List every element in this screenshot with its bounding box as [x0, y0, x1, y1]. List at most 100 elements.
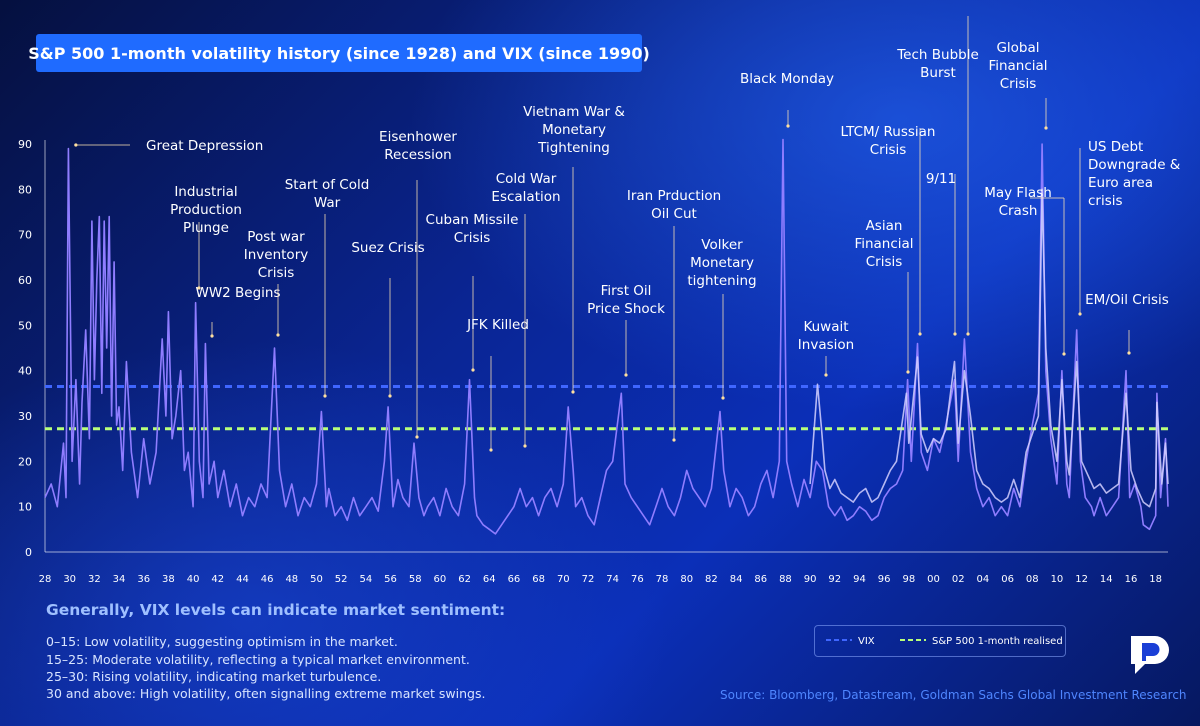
- annotation-marker: [323, 394, 327, 398]
- y-tick-label: 0: [25, 546, 32, 559]
- x-tick-label: 02: [952, 574, 965, 585]
- y-axis-ticks: 0 10 20 30 40 50 60 70 80 90: [18, 138, 32, 559]
- sentiment-item-low: 0–15: Low volatility, suggesting optimis…: [46, 634, 398, 649]
- annotation-marker: [571, 390, 575, 394]
- reference-lines: [45, 385, 1168, 431]
- x-tick-label: 74: [606, 574, 619, 585]
- annotation-label: Start of Cold War: [285, 177, 370, 211]
- annotation: Eisenhower Recession: [379, 129, 457, 439]
- annotation-label: LTCM/ Russian Crisis: [840, 124, 935, 158]
- x-tick-label: 16: [1125, 574, 1138, 585]
- x-tick-label: 10: [1051, 574, 1064, 585]
- vix-series-line: [809, 188, 1169, 508]
- chart-grid: [44, 140, 1168, 553]
- pepperstone-p-icon: [1131, 636, 1169, 674]
- annotation: Suez Crisis: [351, 240, 425, 398]
- y-tick-label: 30: [18, 410, 32, 423]
- annotation-marker: [197, 286, 201, 290]
- annotation: Global Financial Crisis: [988, 40, 1048, 130]
- x-tick-label: 86: [754, 574, 767, 585]
- event-annotations: Great Depression Industrial Production Plun…: [74, 16, 1181, 452]
- annotation: WW2 Begins: [195, 285, 281, 338]
- legend-box: [814, 625, 1066, 657]
- annotation-marker: [471, 368, 475, 372]
- x-tick-label: 42: [211, 574, 224, 585]
- x-tick-label: 92: [828, 574, 841, 585]
- x-tick-label: 52: [335, 574, 348, 585]
- x-tick-label: 64: [483, 574, 496, 585]
- annotation-label: Black Monday: [740, 71, 834, 87]
- annotation: LTCM/ Russian Crisis: [840, 124, 936, 336]
- x-tick-label: 58: [409, 574, 422, 585]
- x-tick-label: 88: [779, 574, 792, 585]
- sp500-series-line: [44, 138, 1169, 535]
- annotation-marker: [953, 332, 957, 336]
- x-tick-label: 30: [63, 574, 76, 585]
- annotation: May Flash Crash: [984, 185, 1066, 356]
- x-tick-label: 28: [39, 574, 52, 585]
- annotation-marker: [523, 444, 527, 448]
- annotation-label: May Flash Crash: [984, 185, 1052, 219]
- x-tick-label: 76: [631, 574, 644, 585]
- x-tick-label: 36: [137, 574, 150, 585]
- y-tick-label: 20: [18, 455, 32, 468]
- x-tick-label: 46: [261, 574, 274, 585]
- annotation-label: Tech Bubble Burst: [896, 47, 979, 81]
- annotation: Cold War Escalation: [491, 171, 561, 448]
- x-tick-label: 50: [310, 574, 323, 585]
- x-tick-label: 38: [162, 574, 175, 585]
- x-tick-label: 32: [88, 574, 101, 585]
- annotation: Black Monday: [740, 71, 834, 128]
- x-tick-label: 72: [582, 574, 595, 585]
- x-tick-label: 04: [977, 574, 990, 585]
- annotation-marker: [1127, 351, 1131, 355]
- x-tick-label: 94: [853, 574, 866, 585]
- x-tick-label: 40: [187, 574, 200, 585]
- x-tick-label: 70: [557, 574, 570, 585]
- x-tick-label: 82: [705, 574, 718, 585]
- series-lines: [44, 138, 1169, 535]
- x-tick-label: 78: [656, 574, 669, 585]
- annotation-marker: [210, 334, 214, 338]
- annotation: Asian Financial Crisis: [854, 218, 914, 374]
- y-tick-label: 40: [18, 365, 32, 378]
- y-tick-label: 80: [18, 183, 32, 196]
- x-tick-label: 48: [285, 574, 298, 585]
- annotation: JFK Killed: [466, 317, 529, 452]
- x-tick-label: 00: [927, 574, 940, 585]
- legend-vix-label: VIX: [858, 636, 875, 647]
- annotation-marker: [388, 394, 392, 398]
- sentiment-item-high: 30 and above: High volatility, often sig…: [46, 686, 486, 701]
- annotation: 9/11: [926, 171, 957, 336]
- annotation-marker: [74, 143, 78, 147]
- x-tick-label: 80: [680, 574, 693, 585]
- annotation-label: Cuban Missile Crisis: [426, 212, 519, 246]
- x-tick-label: 12: [1075, 574, 1088, 585]
- x-tick-label: 60: [434, 574, 447, 585]
- annotation-marker: [672, 438, 676, 442]
- annotation-marker: [786, 124, 790, 128]
- annotation-label: Eisenhower Recession: [379, 129, 457, 163]
- annotation: Volker Monetary tightening: [687, 237, 757, 400]
- x-tick-label: 44: [236, 574, 249, 585]
- annotation-label: Global Financial Crisis: [988, 40, 1047, 92]
- sentiment-item-moderate: 15–25: Moderate volatility, reflecting a…: [46, 652, 470, 667]
- annotation-label: Cold War Escalation: [491, 171, 560, 205]
- annotation: EM/Oil Crisis: [1085, 292, 1169, 355]
- annotation-label: Volker Monetary tightening: [687, 237, 756, 289]
- annotation: First Oil Price Shock: [587, 283, 665, 377]
- annotation: US Debt Downgrade & Euro area crisis: [1078, 139, 1181, 316]
- legend-sp500-label: S&P 500 1-month realised: [932, 636, 1063, 647]
- x-axis-ticks: 28 30 32 34 36 38 40 42 44 46 48 50 52 54 56 58 60 62 64 66…: [39, 574, 1162, 585]
- annotation-label: Industrial Production Plunge: [170, 184, 242, 236]
- annotation-marker: [906, 370, 910, 374]
- annotation-label: Suez Crisis: [351, 240, 424, 256]
- annotation: Tech Bubble Burst: [896, 16, 979, 336]
- x-tick-label: 98: [902, 574, 915, 585]
- annotation: Post war Inventory Crisis: [244, 229, 308, 337]
- annotation-marker: [415, 435, 419, 439]
- y-tick-label: 50: [18, 319, 32, 332]
- annotation: Industrial Production Plunge: [170, 184, 242, 290]
- annotation-label: Great Depression: [146, 138, 263, 154]
- x-tick-label: 08: [1026, 574, 1039, 585]
